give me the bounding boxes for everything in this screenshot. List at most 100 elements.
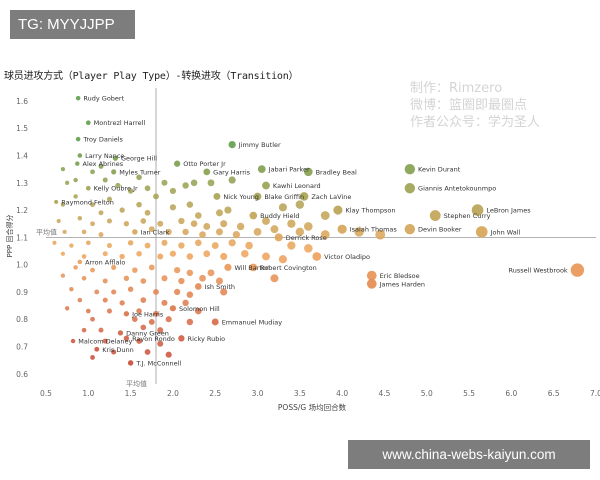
- data-point: [144, 209, 151, 216]
- y-axis-label: PPP 回合得分: [5, 215, 14, 258]
- data-point: [64, 306, 70, 311]
- data-point: [60, 273, 66, 278]
- point-label: Danny Green: [126, 329, 169, 337]
- point-label: Alex Abrines: [83, 160, 124, 168]
- data-point: [119, 207, 125, 213]
- data-point: [90, 355, 95, 360]
- point-label: Ish Smith: [205, 283, 235, 291]
- data-point-labeled: [249, 211, 258, 220]
- watermark-line-account: 作者公众号：学为圣人: [410, 115, 541, 130]
- data-point: [199, 274, 206, 282]
- point-label: Kevin Durant: [418, 166, 461, 174]
- data-point: [73, 177, 78, 183]
- point-label: Nick Young: [223, 193, 259, 201]
- data-point-labeled: [471, 204, 484, 216]
- data-point: [153, 288, 159, 295]
- data-point: [73, 265, 78, 270]
- data-point-labeled: [570, 263, 585, 277]
- point-label: Malcom Delaney: [78, 338, 132, 346]
- data-point: [194, 307, 202, 315]
- y-tick-label: 0.7: [16, 343, 28, 352]
- data-point-labeled: [366, 270, 377, 281]
- data-point: [304, 243, 313, 253]
- data-point-labeled: [85, 120, 91, 126]
- data-point: [178, 242, 185, 249]
- data-point: [270, 225, 279, 234]
- point-label: Eric Bledsoe: [380, 272, 420, 280]
- data-point: [295, 200, 305, 209]
- point-label: Devin Booker: [418, 226, 462, 234]
- data-point: [69, 287, 74, 292]
- data-point-labeled: [174, 160, 181, 167]
- point-label: Blake Griffin: [264, 193, 304, 201]
- data-point: [90, 169, 95, 175]
- data-point-labeled: [429, 210, 441, 221]
- data-point: [182, 299, 189, 307]
- data-point: [127, 188, 134, 194]
- data-point: [81, 229, 87, 235]
- data-point: [215, 277, 223, 285]
- point-label: Isaiah Thomas: [350, 226, 398, 234]
- data-point-labeled: [127, 360, 134, 366]
- data-point-labeled: [333, 205, 343, 215]
- data-point: [186, 291, 194, 298]
- point-label: Russell Westbrook: [509, 267, 568, 275]
- y-tick-label: 0.8: [16, 315, 28, 324]
- data-point: [232, 230, 241, 239]
- point-label: LeBron James: [486, 207, 531, 215]
- data-point: [186, 201, 194, 208]
- data-point-labeled: [404, 163, 416, 175]
- data-point-labeled: [77, 153, 83, 158]
- data-point: [77, 297, 83, 303]
- data-point: [148, 226, 155, 233]
- y-tick-label: 1.4: [16, 151, 28, 160]
- data-point: [73, 194, 78, 199]
- data-point: [203, 250, 211, 258]
- data-point: [207, 269, 215, 277]
- x-tick-label: 6.5: [548, 389, 560, 398]
- data-point: [52, 240, 57, 245]
- data-point: [287, 241, 296, 250]
- x-tick-label: 4.5: [378, 389, 390, 398]
- x-tick-label: 3.0: [252, 389, 264, 398]
- point-label: Emmanuel Mudiay: [222, 318, 283, 326]
- data-point: [165, 228, 172, 235]
- data-point: [102, 338, 108, 344]
- data-point: [153, 193, 159, 200]
- data-point: [278, 255, 287, 264]
- point-label: Buddy Hield: [260, 212, 299, 220]
- point-label: Klay Thompson: [345, 207, 395, 215]
- data-point: [169, 187, 177, 195]
- data-point-labeled: [366, 278, 377, 289]
- point-label: Victor Oladipo: [324, 253, 370, 261]
- y-tick-label: 1.0: [16, 261, 28, 270]
- point-label: Kris Dunn: [102, 346, 134, 354]
- x-tick-label: 7.0: [590, 389, 600, 398]
- data-point-labeled: [257, 165, 266, 174]
- data-point: [60, 167, 66, 172]
- point-label: Arron Afflalo: [85, 258, 125, 266]
- data-point: [127, 286, 134, 292]
- data-point: [211, 242, 219, 250]
- point-label: Myles Turner: [119, 168, 160, 176]
- data-point: [165, 351, 172, 358]
- data-point: [119, 253, 125, 260]
- data-point: [375, 229, 386, 240]
- data-points: [52, 95, 585, 366]
- data-point-labeled: [299, 192, 309, 201]
- data-point: [287, 219, 296, 228]
- data-point: [77, 215, 83, 221]
- data-point: [178, 277, 185, 285]
- point-label: Stephen Curry: [444, 212, 491, 220]
- point-label: T.J. McConnell: [135, 359, 181, 367]
- data-point: [262, 252, 270, 261]
- data-point-labeled: [274, 233, 283, 242]
- data-point: [136, 308, 142, 314]
- x-tick-label: 1.0: [82, 389, 94, 398]
- point-label: Ricky Rubio: [188, 335, 226, 343]
- point-label: George Hill: [121, 155, 157, 163]
- data-point: [144, 349, 151, 355]
- data-point: [98, 163, 104, 169]
- point-label: Robert Covington: [260, 264, 317, 272]
- y-tick-label: 0.9: [16, 288, 28, 297]
